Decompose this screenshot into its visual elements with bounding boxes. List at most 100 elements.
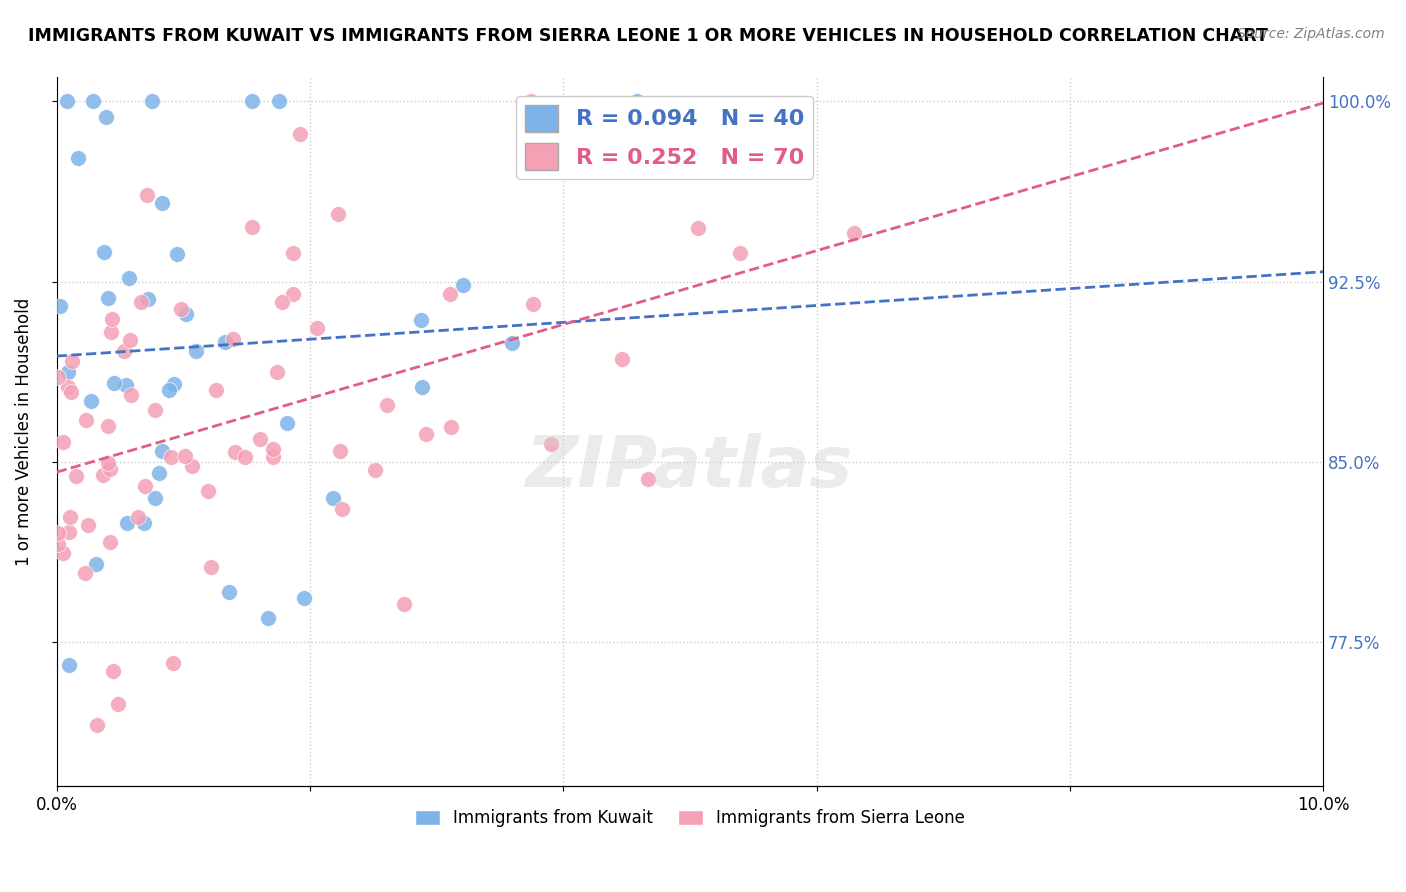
Point bbox=[266, 365, 288, 379]
Point bbox=[439, 286, 461, 301]
Point bbox=[98, 535, 121, 549]
Point bbox=[134, 516, 156, 530]
Point bbox=[197, 484, 219, 499]
Point bbox=[49, 299, 72, 313]
Point bbox=[93, 245, 115, 260]
Point bbox=[97, 456, 120, 470]
Point bbox=[136, 292, 159, 306]
Point bbox=[205, 383, 228, 397]
Point bbox=[127, 510, 149, 524]
Point bbox=[143, 403, 166, 417]
Point bbox=[180, 458, 202, 473]
Point bbox=[522, 297, 544, 311]
Text: Source: ZipAtlas.com: Source: ZipAtlas.com bbox=[1237, 27, 1385, 41]
Point bbox=[86, 558, 108, 572]
Point bbox=[501, 336, 523, 351]
Point bbox=[118, 271, 141, 285]
Point bbox=[91, 467, 114, 482]
Point bbox=[143, 491, 166, 505]
Point bbox=[148, 466, 170, 480]
Point bbox=[170, 301, 193, 316]
Point bbox=[97, 291, 120, 305]
Point bbox=[262, 442, 284, 456]
Point bbox=[283, 287, 305, 301]
Point bbox=[141, 95, 163, 109]
Point bbox=[235, 450, 257, 464]
Point bbox=[214, 335, 236, 350]
Point bbox=[129, 295, 152, 310]
Point bbox=[330, 501, 353, 516]
Point bbox=[375, 398, 398, 412]
Point bbox=[73, 566, 96, 581]
Point bbox=[364, 462, 387, 476]
Point bbox=[58, 524, 80, 539]
Point bbox=[218, 585, 240, 599]
Point bbox=[94, 110, 117, 124]
Point bbox=[98, 462, 121, 476]
Point bbox=[52, 434, 75, 449]
Point bbox=[115, 377, 138, 392]
Point bbox=[637, 472, 659, 486]
Point bbox=[56, 95, 79, 109]
Point bbox=[240, 95, 263, 109]
Point bbox=[134, 479, 156, 493]
Point bbox=[686, 220, 709, 235]
Point bbox=[46, 526, 69, 541]
Point bbox=[411, 313, 433, 327]
Point bbox=[60, 353, 83, 368]
Point bbox=[56, 365, 79, 379]
Point bbox=[101, 664, 124, 678]
Point bbox=[200, 559, 222, 574]
Point bbox=[626, 95, 648, 109]
Point bbox=[267, 95, 290, 109]
Point bbox=[326, 207, 349, 221]
Point bbox=[174, 307, 197, 321]
Point bbox=[160, 450, 183, 464]
Point bbox=[56, 380, 79, 394]
Point bbox=[440, 419, 463, 434]
Point bbox=[67, 151, 90, 165]
Point bbox=[222, 332, 245, 346]
Point bbox=[224, 445, 246, 459]
Point bbox=[173, 449, 195, 463]
Point bbox=[262, 450, 284, 465]
Point bbox=[540, 437, 562, 451]
Point bbox=[150, 196, 173, 211]
Legend: Immigrants from Kuwait, Immigrants from Sierra Leone: Immigrants from Kuwait, Immigrants from … bbox=[408, 803, 972, 834]
Point bbox=[101, 312, 124, 326]
Point bbox=[163, 376, 186, 391]
Point bbox=[415, 426, 437, 441]
Point bbox=[453, 277, 475, 292]
Point bbox=[728, 246, 751, 260]
Point bbox=[292, 591, 315, 606]
Point bbox=[107, 697, 129, 711]
Point bbox=[48, 370, 70, 384]
Point bbox=[80, 394, 103, 409]
Point bbox=[157, 384, 180, 398]
Text: ZIPatlas: ZIPatlas bbox=[526, 433, 853, 501]
Point bbox=[86, 717, 108, 731]
Point bbox=[59, 385, 82, 400]
Point bbox=[150, 444, 173, 458]
Point bbox=[112, 343, 135, 358]
Point bbox=[249, 432, 271, 446]
Point bbox=[612, 351, 634, 366]
Point bbox=[288, 127, 311, 141]
Point bbox=[307, 321, 329, 335]
Point bbox=[136, 188, 159, 202]
Point bbox=[329, 444, 352, 458]
Point bbox=[103, 376, 125, 391]
Point bbox=[82, 95, 104, 109]
Point bbox=[256, 611, 278, 625]
Point bbox=[59, 510, 82, 524]
Point bbox=[842, 226, 865, 240]
Point bbox=[100, 326, 122, 340]
Point bbox=[117, 516, 139, 531]
Point bbox=[75, 412, 97, 426]
Point bbox=[46, 537, 69, 551]
Point bbox=[77, 518, 100, 533]
Point bbox=[118, 334, 141, 348]
Point bbox=[162, 656, 184, 670]
Point bbox=[184, 343, 207, 358]
Text: IMMIGRANTS FROM KUWAIT VS IMMIGRANTS FROM SIERRA LEONE 1 OR MORE VEHICLES IN HOU: IMMIGRANTS FROM KUWAIT VS IMMIGRANTS FRO… bbox=[28, 27, 1268, 45]
